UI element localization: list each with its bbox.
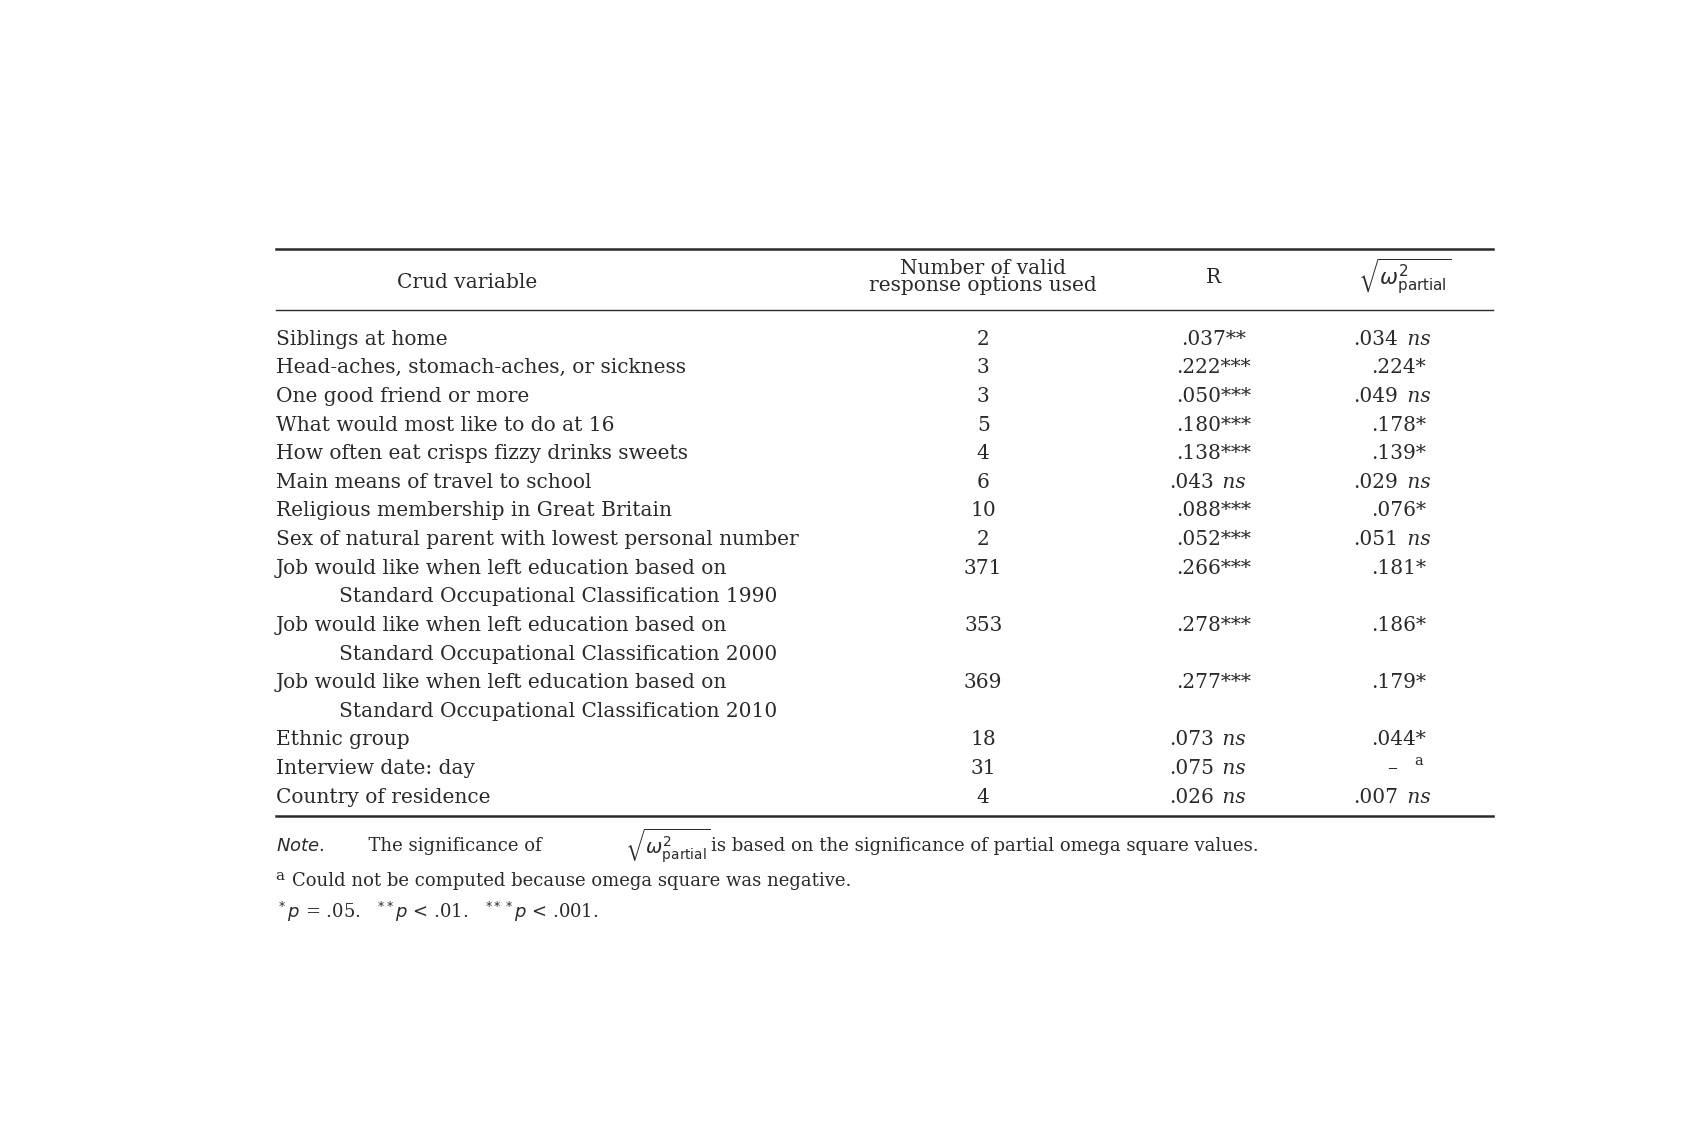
Text: 3: 3 bbox=[977, 359, 989, 377]
Text: .179*: .179* bbox=[1370, 674, 1426, 692]
Text: 369: 369 bbox=[964, 674, 1003, 692]
Text: .029: .029 bbox=[1353, 473, 1397, 491]
Text: .075: .075 bbox=[1170, 758, 1214, 778]
Text: .088***: .088*** bbox=[1176, 501, 1251, 521]
Text: ns: ns bbox=[1217, 788, 1246, 807]
Text: Religious membership in Great Britain: Religious membership in Great Britain bbox=[275, 501, 672, 521]
Text: $\sqrt{\omega^2_{\mathrm{partial}}}$: $\sqrt{\omega^2_{\mathrm{partial}}}$ bbox=[1358, 257, 1452, 298]
Text: ns: ns bbox=[1217, 730, 1246, 749]
Text: .266***: .266*** bbox=[1176, 559, 1251, 577]
Text: Standard Occupational Classification 2010: Standard Occupational Classification 201… bbox=[338, 702, 777, 721]
Text: –: – bbox=[1387, 758, 1397, 778]
Text: is based on the significance of partial omega square values.: is based on the significance of partial … bbox=[711, 838, 1258, 856]
Text: Standard Occupational Classification 1990: Standard Occupational Classification 199… bbox=[338, 588, 777, 607]
Text: Number of valid: Number of valid bbox=[901, 259, 1066, 277]
Text: .049: .049 bbox=[1353, 387, 1397, 406]
Text: 4: 4 bbox=[977, 444, 989, 463]
Text: response options used: response options used bbox=[869, 276, 1096, 295]
Text: $^*p$ = .05.   $^{**}p$ < .01.   $^{***}p$ < .001.: $^*p$ = .05. $^{**}p$ < .01. $^{***}p$ <… bbox=[275, 900, 598, 924]
Text: 371: 371 bbox=[964, 559, 1003, 577]
Text: .037**: .037** bbox=[1182, 329, 1246, 349]
Text: One good friend or more: One good friend or more bbox=[275, 387, 529, 406]
Text: $\it{Note}.$: $\it{Note}.$ bbox=[275, 838, 325, 856]
Text: .224*: .224* bbox=[1370, 359, 1426, 377]
Text: .222***: .222*** bbox=[1176, 359, 1251, 377]
Text: a: a bbox=[1414, 754, 1423, 769]
Text: Standard Occupational Classification 2000: Standard Occupational Classification 200… bbox=[338, 644, 777, 663]
Text: .050***: .050*** bbox=[1176, 387, 1251, 406]
Text: .180***: .180*** bbox=[1176, 415, 1251, 435]
Text: The significance of: The significance of bbox=[357, 838, 542, 856]
Text: ns: ns bbox=[1217, 758, 1246, 778]
Text: .052***: .052*** bbox=[1176, 530, 1251, 549]
Text: ns: ns bbox=[1401, 473, 1431, 491]
Text: .186*: .186* bbox=[1370, 616, 1426, 635]
Text: Siblings at home: Siblings at home bbox=[275, 329, 447, 349]
Text: 18: 18 bbox=[971, 730, 996, 749]
Text: 10: 10 bbox=[971, 501, 996, 521]
Text: .139*: .139* bbox=[1370, 444, 1426, 463]
Text: .178*: .178* bbox=[1370, 415, 1426, 435]
Text: .051: .051 bbox=[1353, 530, 1397, 549]
Text: .277***: .277*** bbox=[1176, 674, 1251, 692]
Text: ns: ns bbox=[1401, 329, 1431, 349]
Text: Could not be computed because omega square was negative.: Could not be computed because omega squa… bbox=[292, 872, 852, 890]
Text: 6: 6 bbox=[977, 473, 989, 491]
Text: How often eat crisps fizzy drinks sweets: How often eat crisps fizzy drinks sweets bbox=[275, 444, 688, 463]
Text: 2: 2 bbox=[977, 530, 989, 549]
Text: $\sqrt{\omega^2_{\mathrm{partial}}}$: $\sqrt{\omega^2_{\mathrm{partial}}}$ bbox=[626, 827, 711, 865]
Text: .181*: .181* bbox=[1370, 559, 1426, 577]
Text: Crud variable: Crud variable bbox=[396, 273, 537, 292]
Text: 3: 3 bbox=[977, 387, 989, 406]
Text: What would most like to do at 16: What would most like to do at 16 bbox=[275, 415, 614, 435]
Text: Main means of travel to school: Main means of travel to school bbox=[275, 473, 592, 491]
Text: 5: 5 bbox=[977, 415, 989, 435]
Text: 2: 2 bbox=[977, 329, 989, 349]
Text: Job would like when left education based on: Job would like when left education based… bbox=[275, 616, 728, 635]
Text: Job would like when left education based on: Job would like when left education based… bbox=[275, 674, 728, 692]
Text: .044*: .044* bbox=[1370, 730, 1426, 749]
Text: .034: .034 bbox=[1353, 329, 1397, 349]
Text: Country of residence: Country of residence bbox=[275, 788, 490, 807]
Text: .138***: .138*** bbox=[1176, 444, 1251, 463]
Text: .043: .043 bbox=[1170, 473, 1214, 491]
Text: ns: ns bbox=[1401, 788, 1431, 807]
Text: Head-aches, stomach-aches, or sickness: Head-aches, stomach-aches, or sickness bbox=[275, 359, 685, 377]
Text: .076*: .076* bbox=[1370, 501, 1426, 521]
Text: .007: .007 bbox=[1353, 788, 1397, 807]
Text: ns: ns bbox=[1217, 473, 1246, 491]
Text: ns: ns bbox=[1401, 530, 1431, 549]
Text: Sex of natural parent with lowest personal number: Sex of natural parent with lowest person… bbox=[275, 530, 799, 549]
Text: 353: 353 bbox=[964, 616, 1003, 635]
Text: 31: 31 bbox=[971, 758, 996, 778]
Text: Ethnic group: Ethnic group bbox=[275, 730, 410, 749]
Text: .278***: .278*** bbox=[1176, 616, 1251, 635]
Text: 4: 4 bbox=[977, 788, 989, 807]
Text: R: R bbox=[1207, 267, 1221, 286]
Text: .026: .026 bbox=[1170, 788, 1214, 807]
Text: ns: ns bbox=[1401, 387, 1431, 406]
Text: a: a bbox=[275, 869, 284, 883]
Text: Interview date: day: Interview date: day bbox=[275, 758, 474, 778]
Text: Job would like when left education based on: Job would like when left education based… bbox=[275, 559, 728, 577]
Text: .073: .073 bbox=[1170, 730, 1214, 749]
